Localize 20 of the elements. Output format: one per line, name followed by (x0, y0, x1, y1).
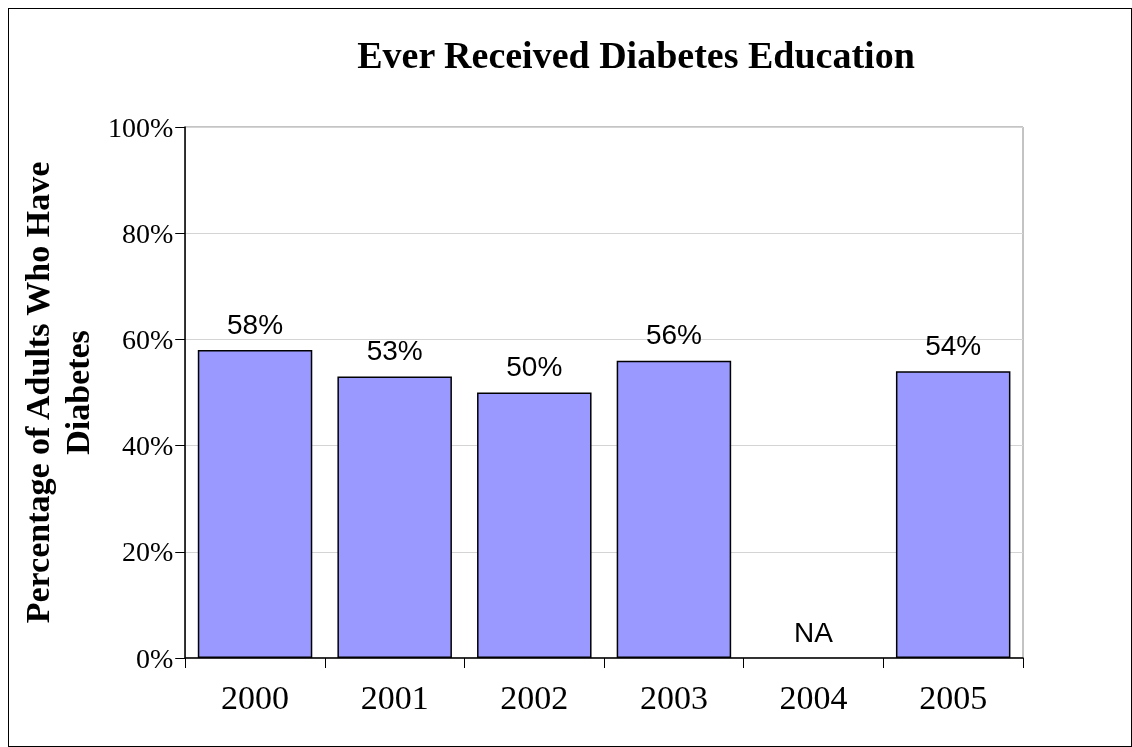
data-label: 54% (925, 329, 982, 361)
x-tick-label: 2001 (360, 678, 429, 716)
y-tick-label: 100% (107, 111, 174, 143)
chart-title: Ever Received Diabetes Education (357, 34, 915, 76)
x-tick-label: 2000 (221, 678, 290, 716)
y-axis-title: Percentage of Adults Who Have Diabetes (18, 161, 96, 624)
data-label: 56% (645, 319, 702, 351)
x-tick-label: 2005 (919, 678, 988, 716)
x-tick-label: 2003 (639, 678, 708, 716)
x-tick-label: 2004 (779, 678, 848, 716)
y-tick-label: 20% (121, 536, 174, 568)
y-tick-label: 60% (121, 323, 174, 355)
data-label: 58% (227, 308, 284, 340)
data-label: 53% (366, 335, 423, 367)
y-tick-label: 0% (135, 642, 174, 674)
text: NA (794, 616, 834, 648)
y-tick-label: 80% (121, 217, 174, 249)
data-label: 50% (506, 351, 563, 382)
x-tick-label: 2002 (500, 678, 569, 716)
y-tick-label: 40% (121, 430, 174, 462)
